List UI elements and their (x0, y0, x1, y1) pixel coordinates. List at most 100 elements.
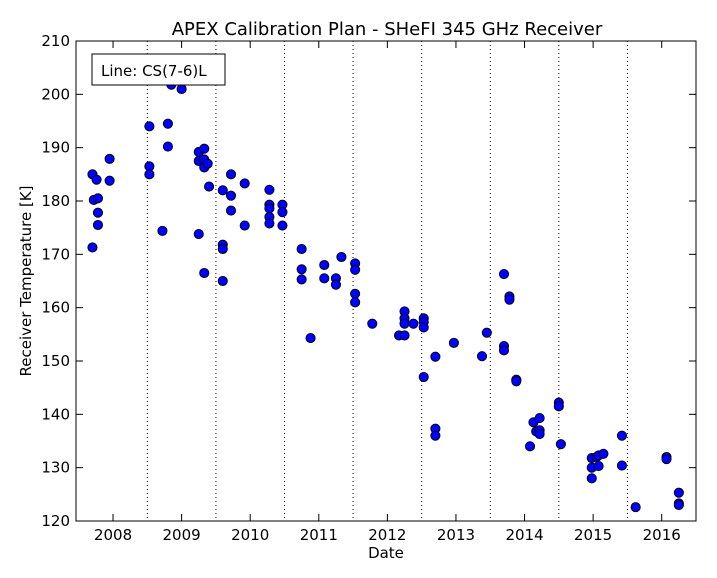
data-point (162, 141, 173, 152)
data-point (264, 184, 275, 195)
plot-frame (75, 40, 697, 522)
data-point (448, 337, 459, 348)
data-point (217, 275, 228, 287)
data-point (616, 430, 627, 441)
data-point (336, 251, 347, 263)
data-point (144, 121, 155, 132)
x-tick-label: 2015 (574, 526, 612, 544)
data-point (239, 178, 250, 189)
x-tick-label: 2013 (437, 526, 475, 544)
data-point (511, 376, 522, 387)
data-points (87, 79, 684, 513)
data-point (104, 153, 115, 164)
data-point (350, 297, 361, 308)
data-point (91, 174, 102, 185)
y-axis-ticks: 120 130 140 150 160 170 180 190 200 210 (41, 32, 696, 530)
data-point (498, 345, 510, 356)
data-point (204, 181, 215, 192)
data-point (430, 430, 441, 441)
data-point (498, 269, 510, 280)
x-tick-label: 2011 (300, 526, 338, 544)
data-point (104, 175, 115, 186)
data-point (157, 225, 168, 236)
data-point (504, 294, 515, 305)
data-point (277, 207, 288, 218)
data-point (225, 169, 237, 180)
data-point (144, 169, 155, 180)
data-point (399, 330, 410, 341)
y-tick-label: 150 (41, 352, 70, 370)
y-tick-label: 140 (41, 405, 70, 423)
data-point (87, 242, 98, 253)
data-point (616, 460, 627, 471)
data-point (534, 413, 545, 424)
y-tick-label: 210 (41, 32, 70, 50)
data-point (350, 288, 361, 299)
y-axis-label: Receiver Temperature [K] (17, 186, 35, 377)
y-tick-label: 120 (41, 512, 70, 530)
data-point (630, 502, 641, 513)
x-tick-label: 2010 (231, 526, 269, 544)
data-point (476, 351, 488, 362)
chart-title: APEX Calibration Plan - SHeFI 345 GHz Re… (172, 19, 603, 40)
y-tick-label: 200 (41, 85, 70, 103)
data-point (225, 205, 237, 216)
data-point (367, 318, 378, 329)
data-point (408, 318, 419, 329)
data-point (481, 327, 492, 338)
data-point (176, 83, 187, 95)
data-point (162, 118, 173, 129)
x-axis-ticks: 2008 2009 2010 2011 2012 2013 2014 2015 2016 (94, 41, 681, 544)
data-point (296, 243, 307, 255)
data-point (193, 229, 204, 240)
data-point (217, 185, 228, 196)
data-point (330, 279, 341, 290)
data-point (673, 499, 684, 511)
data-point (277, 220, 288, 231)
vertical-grid-lines (146, 41, 628, 521)
data-point (399, 318, 410, 329)
x-tick-label: 2009 (163, 526, 201, 544)
data-point (319, 259, 330, 271)
data-point (225, 190, 237, 201)
data-point (296, 264, 307, 275)
legend-box (91, 53, 226, 86)
data-point (418, 322, 429, 333)
data-point (586, 473, 597, 484)
data-point (593, 461, 604, 472)
y-tick-label: 170 (41, 245, 70, 263)
data-point (199, 267, 210, 279)
y-tick-label: 130 (41, 459, 70, 477)
data-point (239, 220, 250, 231)
data-point (296, 274, 307, 285)
data-point (661, 454, 672, 465)
legend-text: Line: CS(7-6)L (101, 62, 207, 80)
data-point (524, 441, 536, 452)
data-point (555, 439, 566, 450)
data-point (305, 333, 316, 344)
data-point (598, 448, 609, 459)
x-axis-label: Date (368, 544, 404, 562)
legend: Line: CS(7-6)L (91, 53, 226, 86)
data-point (534, 429, 545, 440)
data-point (92, 219, 103, 231)
data-point (264, 218, 275, 229)
data-point (319, 273, 330, 284)
data-point (92, 207, 103, 218)
data-point (418, 371, 429, 383)
y-tick-label: 160 (41, 299, 70, 317)
x-tick-label: 2012 (368, 526, 406, 544)
data-point (217, 243, 228, 255)
x-tick-label: 2008 (94, 526, 132, 544)
data-point (92, 193, 103, 204)
data-point (350, 264, 361, 275)
data-point (202, 158, 213, 169)
y-tick-label: 180 (41, 192, 70, 210)
data-point (673, 487, 684, 498)
data-point (553, 401, 564, 412)
x-tick-label: 2016 (643, 526, 681, 544)
data-point (199, 143, 210, 154)
data-point (264, 203, 275, 214)
